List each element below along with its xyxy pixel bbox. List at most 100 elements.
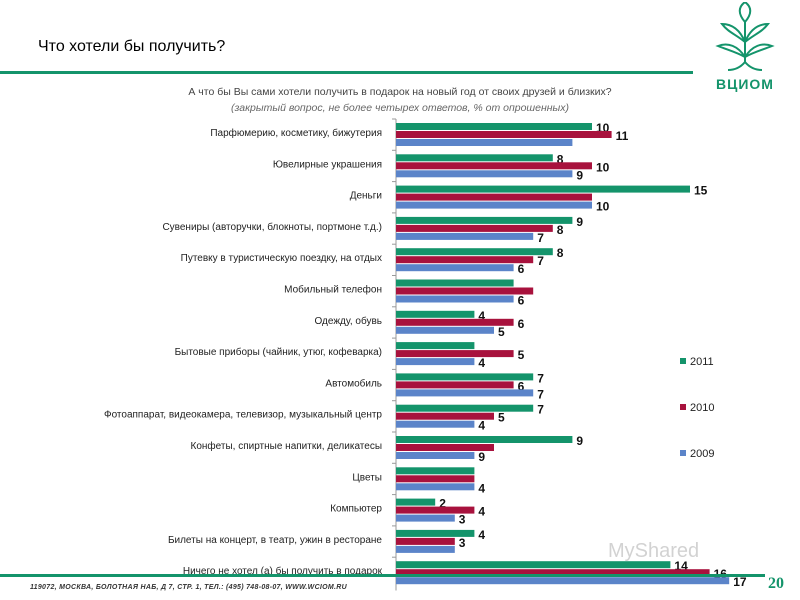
header-divider <box>0 71 693 74</box>
bar-2009 <box>396 232 534 240</box>
bar-2010 <box>396 318 514 326</box>
bar-2010 <box>396 506 475 514</box>
bar-2010 <box>396 193 592 201</box>
legend-label-2009: 2009 <box>690 448 714 460</box>
data-label-2009: 7 <box>537 387 544 401</box>
bar-2011 <box>396 529 475 537</box>
vciom-logo-icon <box>715 2 775 71</box>
bar-2009 <box>396 545 455 553</box>
bar-2009 <box>396 514 455 522</box>
bar-2011 <box>396 123 592 130</box>
category-label: Путевку в туристическую поездку, на отды… <box>181 253 382 264</box>
category-label: Сувениры (авторучки, блокноты, портмоне … <box>162 221 382 233</box>
chart-question: А что бы Вы сами хотели получить в подар… <box>188 86 612 98</box>
data-label-2011: 15 <box>694 184 708 198</box>
data-label-2011: 9 <box>576 434 583 448</box>
data-label-2010: 11 <box>616 129 629 143</box>
category-label: Фотоаппарат, видеокамера, телевизор, муз… <box>104 410 382 421</box>
data-label-2010: 5 <box>498 411 505 425</box>
data-label-2009: 4 <box>478 356 485 370</box>
bar-2011 <box>396 248 553 256</box>
bar-2010 <box>396 224 553 232</box>
bar-2009 <box>396 577 730 585</box>
bar-2010 <box>396 475 475 483</box>
data-label-2010: 10 <box>596 160 610 174</box>
data-label-2011: 8 <box>557 246 564 260</box>
bar-2010 <box>396 287 534 295</box>
data-label-2009: 6 <box>518 262 525 276</box>
page-title: Что хотели бы получить? <box>38 38 226 55</box>
data-label-2009: 10 <box>596 200 610 214</box>
category-label: Парфюмерию, косметику, бижутерия <box>210 127 382 139</box>
bar-2011 <box>396 436 573 443</box>
bar-2009 <box>396 170 573 178</box>
bar-2011 <box>396 154 553 162</box>
category-label: Конфеты, спиртные напитки, деликатесы <box>191 440 382 452</box>
bar-2009 <box>396 326 494 334</box>
bar-2010 <box>396 131 612 138</box>
bar-2009 <box>396 295 514 303</box>
data-label-2010: 6 <box>518 379 525 393</box>
category-label: Мобильный телефон <box>284 284 382 296</box>
bar-2010 <box>396 381 514 389</box>
data-label-2010: 3 <box>459 536 466 550</box>
data-label-2011: 4 <box>478 309 485 323</box>
footer-address: 119072, МОСКВА, БОЛОТНАЯ НАБ, Д 7, СТР. … <box>30 584 348 591</box>
watermark: MyShared <box>608 540 700 562</box>
footer-divider <box>0 574 765 577</box>
bar-2009 <box>396 420 475 428</box>
data-label-2011: 9 <box>576 215 583 229</box>
data-label-2011: 2 <box>439 497 446 511</box>
category-label: Ювелирные украшения <box>273 159 382 170</box>
page-number: 20 <box>768 575 784 592</box>
bar-2011 <box>396 561 671 569</box>
data-label-2009: 9 <box>478 450 485 464</box>
data-label-2009: 9 <box>576 168 583 182</box>
logo-text: ВЦИОМ <box>716 76 774 92</box>
bar-2009 <box>396 483 475 491</box>
bar-2011 <box>396 404 534 412</box>
bar-2011 <box>396 216 573 224</box>
bar-2011 <box>396 467 475 475</box>
data-label-2011: 7 <box>537 371 544 385</box>
data-label-2011: 8 <box>557 152 564 166</box>
bar-2011 <box>396 373 534 381</box>
bar-2010 <box>396 162 592 170</box>
data-label-2010: 7 <box>537 254 544 268</box>
category-label: Бытовые приборы (чайник, утюг, кофеварка… <box>175 346 382 358</box>
bar-2009 <box>396 139 573 146</box>
data-label-2009: 7 <box>537 231 544 245</box>
bar-2011 <box>396 342 475 350</box>
category-label: Одежду, обувь <box>314 315 382 327</box>
bar-2010 <box>396 444 494 451</box>
category-label: Деньги <box>350 191 382 202</box>
chart-note: (закрытый вопрос, не более четырех ответ… <box>230 102 570 114</box>
data-label-2009: 4 <box>478 419 485 433</box>
category-label: Автомобиль <box>325 377 382 389</box>
data-label-2009: 4 <box>478 481 485 495</box>
bar-2009 <box>396 452 475 459</box>
legend-swatch-2010 <box>680 404 686 410</box>
bar-2010 <box>396 412 494 420</box>
bar-2010 <box>396 569 710 577</box>
bar-2011 <box>396 279 514 287</box>
data-label-2009: 5 <box>498 325 505 339</box>
legend-swatch-2011 <box>680 358 686 364</box>
legend-label-2010: 2010 <box>690 402 714 414</box>
data-label-2009: 6 <box>518 294 525 308</box>
data-label-2009: 3 <box>459 513 466 527</box>
bar-2010 <box>396 350 514 358</box>
bar-2009 <box>396 264 514 272</box>
bar-2009 <box>396 389 534 397</box>
bar-2011 <box>396 498 436 506</box>
bar-2010 <box>396 256 534 264</box>
category-label: Билеты на концерт, в театр, ужин в ресто… <box>168 535 382 546</box>
bar-2011 <box>396 185 690 193</box>
data-label-2011: 4 <box>478 528 485 542</box>
category-label: Цветы <box>352 472 382 483</box>
bar-2009 <box>396 358 475 366</box>
bar-2011 <box>396 310 475 318</box>
data-label-2010: 5 <box>518 348 525 362</box>
data-label-2009: 17 <box>733 575 747 589</box>
